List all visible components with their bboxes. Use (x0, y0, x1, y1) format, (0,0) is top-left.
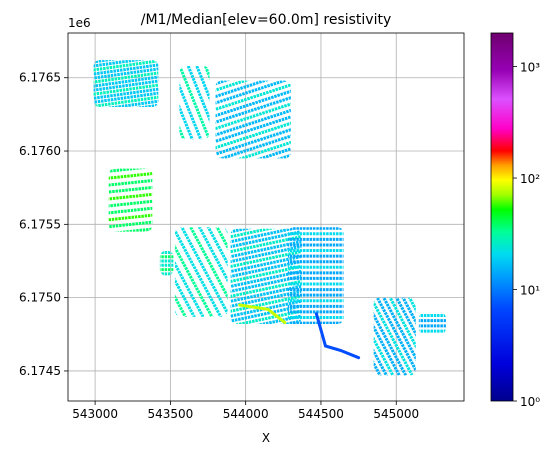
plot-area: 543000 543500 544000 544500 545000 6.17456.1… (19, 32, 465, 421)
flight-line (93, 68, 159, 95)
flight-line (93, 76, 159, 103)
survey-line (314, 312, 361, 360)
flight-line (93, 88, 159, 108)
flight-line (108, 200, 153, 220)
colorbar-tick-label: 10¹ (520, 284, 540, 298)
flight-line (93, 61, 159, 87)
flight-line (93, 72, 159, 99)
survey-line (238, 303, 287, 325)
flight-line (174, 227, 228, 317)
flight-line (108, 194, 153, 214)
plot-border (67, 32, 465, 402)
chart-title: /M1/Median[elev=60.0m] resistivity (141, 12, 392, 28)
flight-line (93, 65, 159, 91)
colorbar-gradient (490, 32, 514, 402)
colorbar-tick-label: 10⁰ (520, 395, 540, 409)
flight-line (93, 92, 159, 108)
y-tick-label: 6.1765 (19, 71, 61, 85)
x-tick-label: 543500 (147, 407, 193, 421)
flight-line (108, 168, 153, 186)
flight-line (179, 65, 210, 140)
survey-block (159, 251, 174, 276)
x-tick-label: 544500 (298, 407, 344, 421)
y-tick-label: 6.1760 (19, 144, 61, 158)
y-tick-label: 6.1750 (19, 291, 61, 305)
x-tick-label: 543000 (72, 407, 118, 421)
x-tick-label: 545000 (373, 407, 419, 421)
survey-points (93, 60, 446, 376)
y-offset-label: 1e6 (68, 16, 91, 30)
flight-line (108, 173, 153, 193)
flight-line (108, 221, 153, 232)
flight-line (174, 227, 228, 317)
colorbar-tick-label: 10² (520, 172, 540, 186)
flight-line (93, 80, 159, 107)
survey-block (108, 168, 153, 232)
colorbar-ticks: 10⁰ 10¹ 10² 10³ (513, 61, 540, 409)
survey-block (418, 313, 446, 333)
colorbar: 10⁰ 10¹ 10² 10³ (490, 32, 540, 409)
survey-block (174, 227, 228, 317)
flight-line (179, 65, 210, 140)
flight-line (108, 187, 153, 207)
x-axis-ticks: 543000 543500 544000 544500 545000 (72, 401, 419, 421)
survey-block (179, 65, 210, 140)
y-axis-ticks: 6.1745 6.1750 6.1755 6.1760 6.1765 (19, 71, 68, 378)
flight-line (93, 60, 159, 83)
y-tick-label: 6.1755 (19, 217, 61, 231)
flight-line (93, 60, 159, 79)
flight-line (93, 84, 159, 108)
flight-line (174, 227, 228, 317)
flight-line (108, 207, 153, 227)
flight-line (179, 65, 210, 140)
y-tick-label: 6.1745 (19, 364, 61, 378)
survey-block (93, 60, 159, 108)
flight-line (175, 227, 228, 317)
x-tick-label: 544000 (223, 407, 269, 421)
flight-line (179, 65, 210, 140)
flight-line (179, 65, 210, 140)
flight-line (108, 180, 153, 200)
flight-line (174, 227, 228, 317)
flight-line (108, 214, 153, 232)
flight-line (93, 60, 159, 75)
flight-line (174, 227, 228, 317)
colorbar-tick-label: 10³ (520, 61, 540, 75)
flight-line (174, 227, 228, 317)
x-axis-label: X (262, 431, 270, 445)
flight-line (174, 227, 228, 317)
flight-line (108, 168, 153, 179)
